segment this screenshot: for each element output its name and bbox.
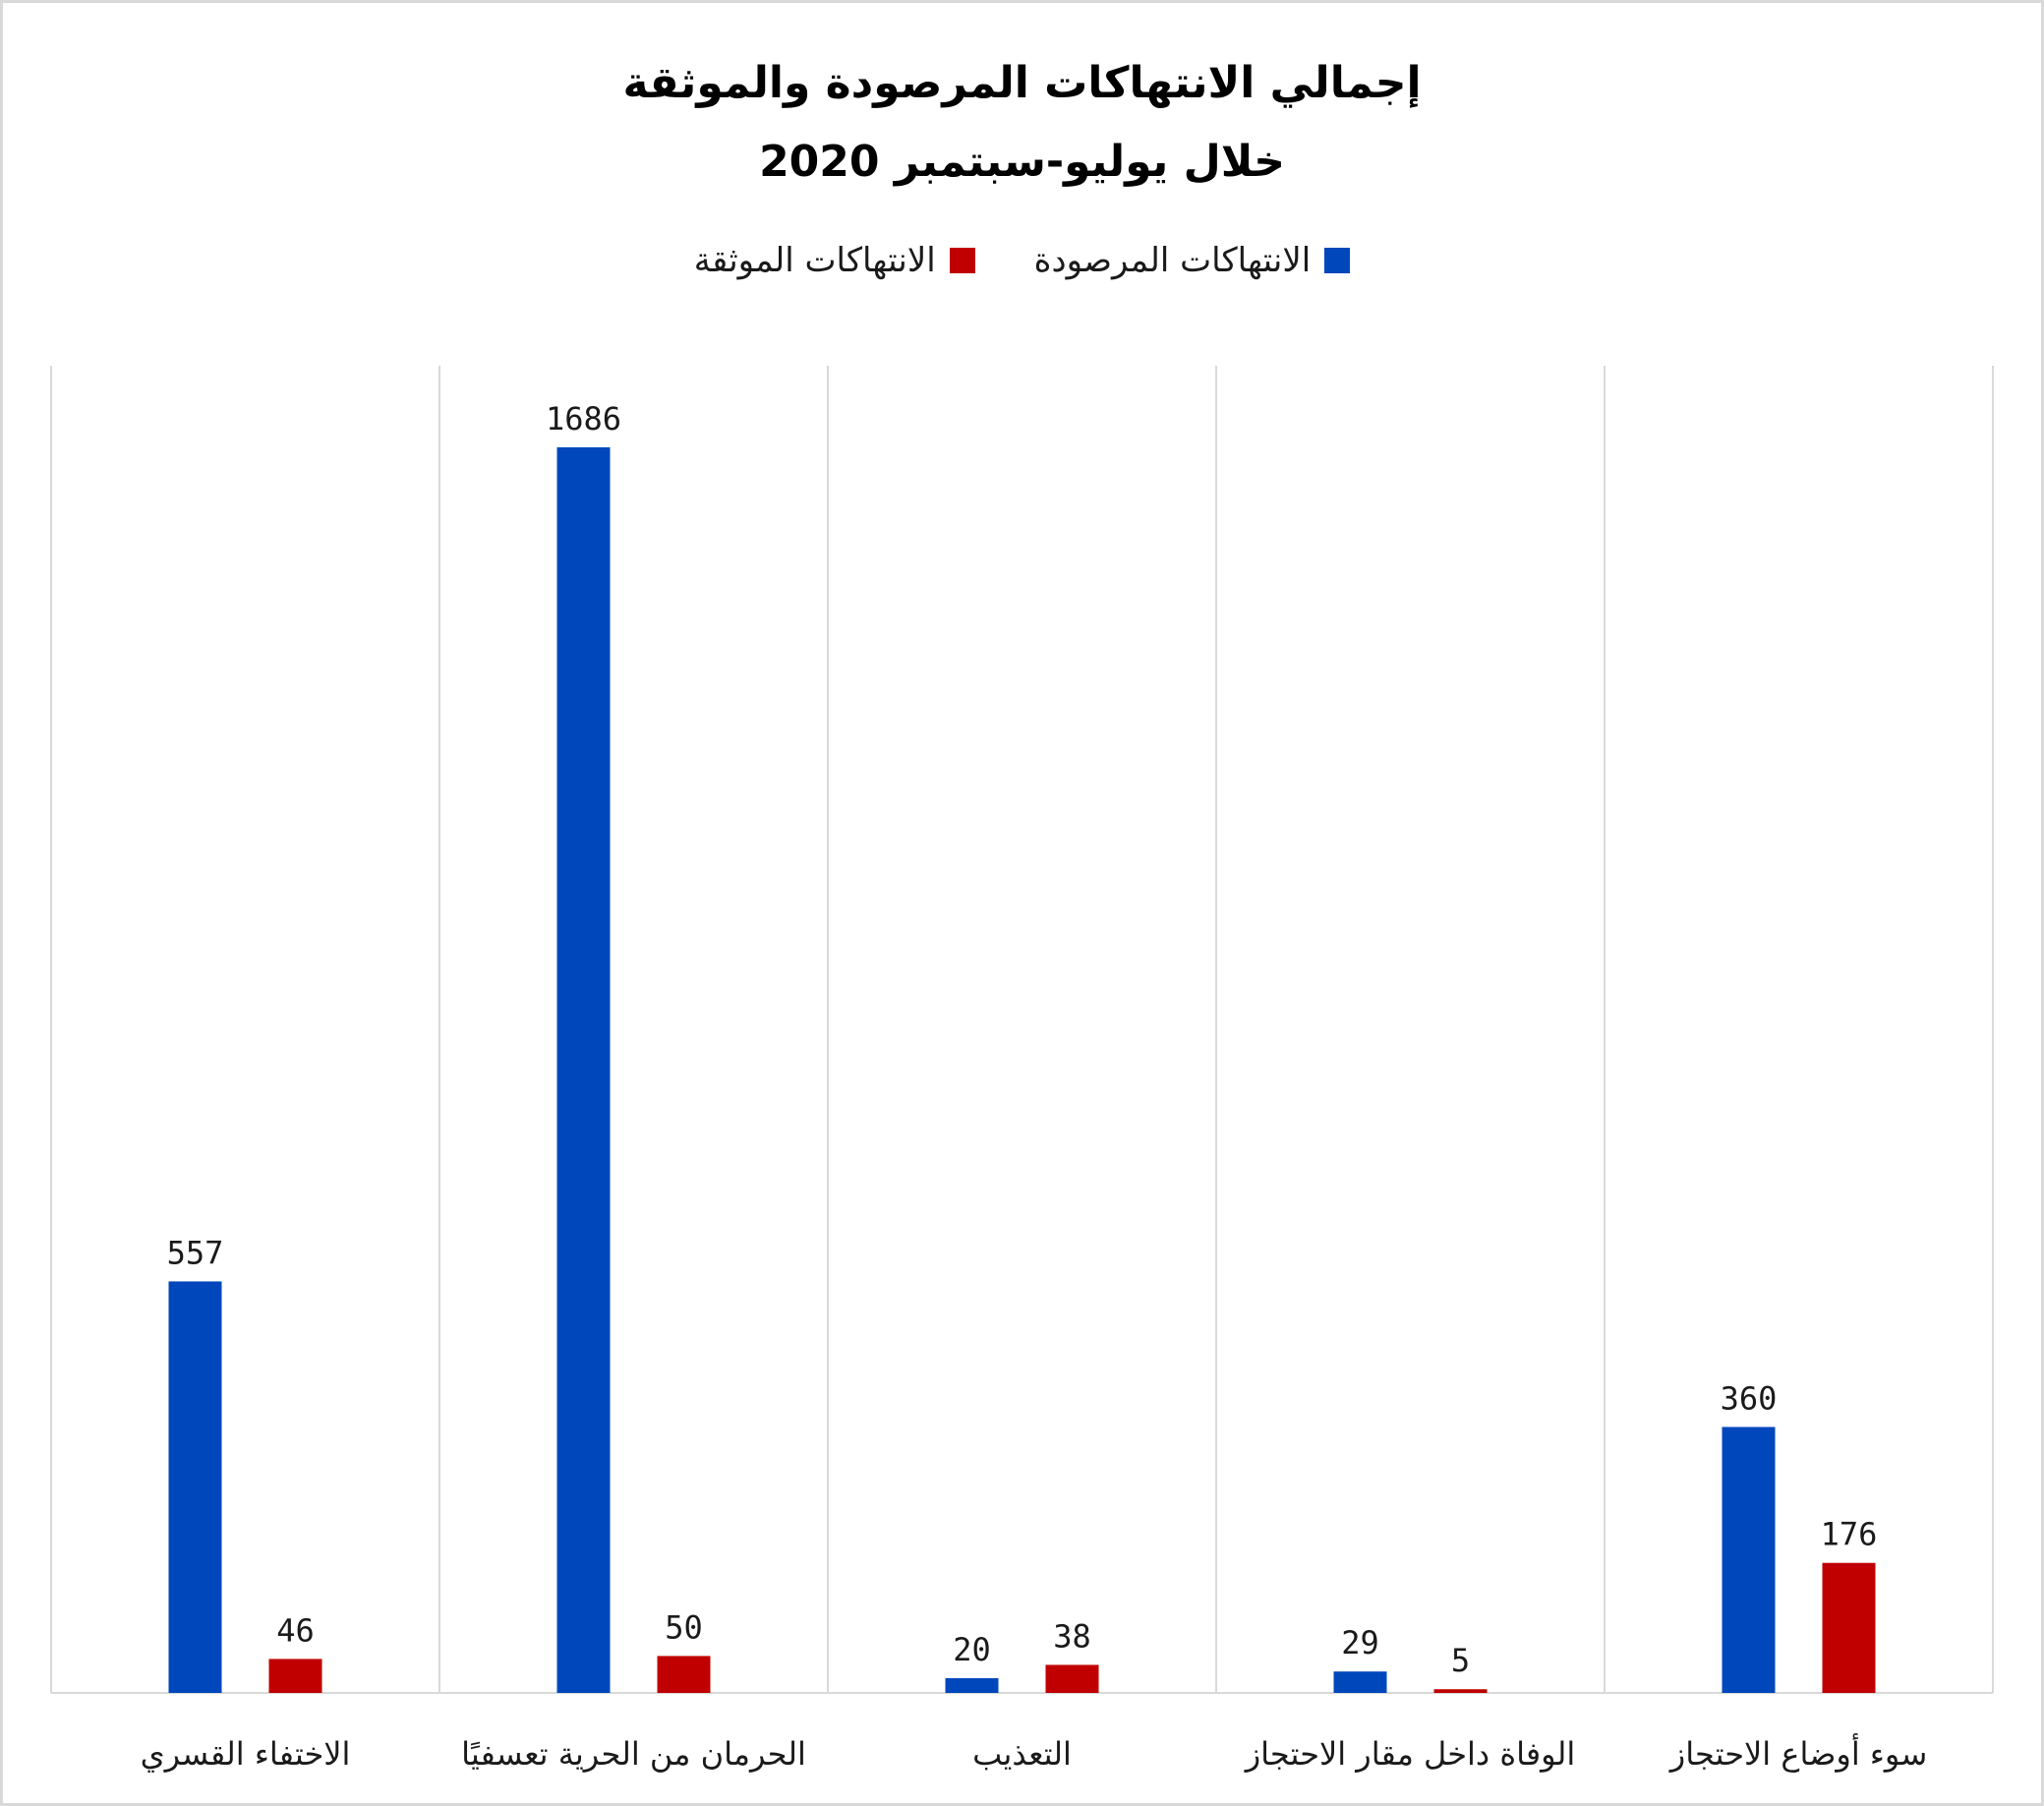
chart-title-line-2: خلال يوليو-سبتمبر 2020 [759, 137, 1285, 187]
data-label-documented-2: 38 [1053, 1617, 1091, 1655]
data-label-documented-4: 176 [1821, 1516, 1878, 1553]
category-tick-label-4: سوء أوضاع الاحتجاز [1668, 1733, 1928, 1773]
bar-documented-2 [1045, 1664, 1099, 1693]
category-tick-label-3: الوفاة داخل مقار الاحتجاز [1244, 1735, 1576, 1773]
data-label-observed-1: 1686 [546, 400, 621, 437]
data-label-observed-4: 360 [1721, 1379, 1778, 1417]
bar-documented-3 [1433, 1689, 1488, 1693]
bar-observed-3 [1333, 1671, 1387, 1693]
category-tick-label-0: الاختفاء القسري [141, 1735, 351, 1773]
data-label-documented-0: 46 [276, 1611, 315, 1649]
legend-item-documented: الانتهاكات الموثقة [694, 241, 975, 280]
bar-documented-0 [268, 1659, 322, 1693]
bar-observed-4 [1722, 1427, 1776, 1693]
chart-legend: الانتهاكات المرصودة الانتهاكات الموثقة [0, 241, 2044, 280]
legend-label-observed: الانتهاكات المرصودة [1033, 241, 1312, 280]
data-label-documented-1: 50 [665, 1608, 703, 1646]
legend-label-documented: الانتهاكات الموثقة [693, 241, 936, 280]
data-label-observed-2: 20 [953, 1631, 991, 1668]
bar-observed-2 [945, 1677, 999, 1693]
bar-documented-4 [1822, 1562, 1876, 1693]
legend-swatch-observed [1324, 248, 1351, 273]
legend-item-observed: الانتهاكات المرصودة [1034, 241, 1351, 280]
data-label-documented-3: 5 [1451, 1642, 1470, 1679]
bar-observed-1 [556, 447, 611, 1693]
data-label-observed-3: 29 [1341, 1624, 1379, 1661]
chart-title-line-1: إجمالي الانتهاكات المرصودة والموثقة [622, 58, 1422, 108]
data-label-observed-0: 557 [167, 1234, 224, 1271]
category-tick-label-2: التعذيب [972, 1735, 1072, 1773]
category-tick-label-1: الحرمان من الحرية تعسفيًا [461, 1735, 806, 1773]
bar-documented-1 [657, 1656, 711, 1693]
bar-observed-0 [168, 1281, 222, 1693]
legend-swatch-documented [949, 248, 975, 273]
